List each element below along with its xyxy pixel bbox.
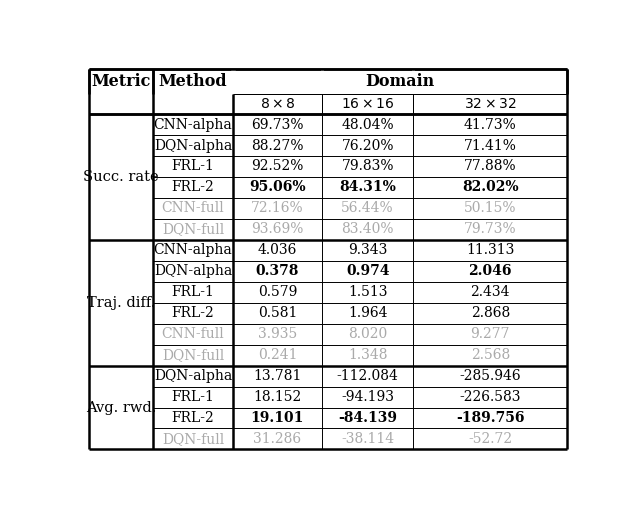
Text: 41.73%: 41.73% <box>464 117 516 131</box>
Text: 83.40%: 83.40% <box>341 222 394 236</box>
Text: DQN-alpha: DQN-alpha <box>154 369 232 383</box>
Text: 19.101: 19.101 <box>251 411 304 425</box>
Text: -84.139: -84.139 <box>338 411 397 425</box>
Text: 8.020: 8.020 <box>348 327 387 341</box>
Text: DQN-alpha: DQN-alpha <box>154 139 232 152</box>
Text: 4.036: 4.036 <box>258 243 297 258</box>
Text: DQN-full: DQN-full <box>162 222 224 236</box>
Text: 84.31%: 84.31% <box>339 181 396 194</box>
Text: 92.52%: 92.52% <box>252 160 303 173</box>
Text: 69.73%: 69.73% <box>251 117 303 131</box>
Text: 2.434: 2.434 <box>470 285 510 299</box>
Text: Metric: Metric <box>92 73 151 90</box>
Text: DQN-full: DQN-full <box>162 348 224 362</box>
Text: -112.084: -112.084 <box>337 369 399 383</box>
Text: -94.193: -94.193 <box>341 390 394 404</box>
Text: 72.16%: 72.16% <box>251 202 304 215</box>
Text: 76.20%: 76.20% <box>341 139 394 152</box>
Text: 71.41%: 71.41% <box>464 139 516 152</box>
Text: -38.114: -38.114 <box>341 432 394 446</box>
Text: Traj. diff.: Traj. diff. <box>87 295 156 310</box>
Text: Domain: Domain <box>365 73 435 90</box>
Text: 11.313: 11.313 <box>466 243 515 258</box>
Text: $8 \times 8$: $8 \times 8$ <box>259 97 295 111</box>
Text: -285.946: -285.946 <box>460 369 521 383</box>
Text: $32 \times 32$: $32 \times 32$ <box>464 97 516 111</box>
Text: FRL-1: FRL-1 <box>172 285 214 299</box>
Text: 50.15%: 50.15% <box>464 202 516 215</box>
Text: 31.286: 31.286 <box>253 432 301 446</box>
Text: 1.348: 1.348 <box>348 348 387 362</box>
Text: -189.756: -189.756 <box>456 411 524 425</box>
Text: FRL-1: FRL-1 <box>172 390 214 404</box>
Text: CNN-alpha: CNN-alpha <box>154 117 232 131</box>
Text: 1.513: 1.513 <box>348 285 387 299</box>
Text: 2.046: 2.046 <box>468 264 512 278</box>
Text: 56.44%: 56.44% <box>341 202 394 215</box>
Text: 9.343: 9.343 <box>348 243 387 258</box>
Text: $16 \times 16$: $16 \times 16$ <box>341 97 394 111</box>
Text: Avg. rwd.: Avg. rwd. <box>86 401 156 415</box>
Text: FRL-2: FRL-2 <box>172 181 214 194</box>
Text: 0.974: 0.974 <box>346 264 389 278</box>
Text: 3.935: 3.935 <box>258 327 297 341</box>
Text: -52.72: -52.72 <box>468 432 512 446</box>
Text: 77.88%: 77.88% <box>464 160 516 173</box>
Text: -226.583: -226.583 <box>460 390 521 404</box>
Text: 0.579: 0.579 <box>258 285 297 299</box>
Text: FRL-2: FRL-2 <box>172 306 214 320</box>
Text: 1.964: 1.964 <box>348 306 387 320</box>
Text: FRL-2: FRL-2 <box>172 411 214 425</box>
Text: CNN-alpha: CNN-alpha <box>154 243 232 258</box>
Text: 2.568: 2.568 <box>470 348 510 362</box>
Text: 95.06%: 95.06% <box>249 181 306 194</box>
Text: Method: Method <box>159 73 227 90</box>
Text: 88.27%: 88.27% <box>251 139 303 152</box>
Text: 18.152: 18.152 <box>253 390 301 404</box>
Text: 82.02%: 82.02% <box>462 181 518 194</box>
Text: DQN-alpha: DQN-alpha <box>154 264 232 278</box>
Text: 93.69%: 93.69% <box>252 222 303 236</box>
Text: 0.241: 0.241 <box>258 348 297 362</box>
Text: FRL-1: FRL-1 <box>172 160 214 173</box>
Text: 13.781: 13.781 <box>253 369 301 383</box>
Text: DQN-full: DQN-full <box>162 432 224 446</box>
Text: CNN-full: CNN-full <box>162 202 225 215</box>
Text: 48.04%: 48.04% <box>341 117 394 131</box>
Text: 9.277: 9.277 <box>470 327 510 341</box>
Text: Succ. rate: Succ. rate <box>83 170 159 184</box>
Text: 2.868: 2.868 <box>470 306 510 320</box>
Text: 79.83%: 79.83% <box>341 160 394 173</box>
Text: CNN-full: CNN-full <box>162 327 225 341</box>
Text: 0.378: 0.378 <box>256 264 299 278</box>
Text: 0.581: 0.581 <box>258 306 297 320</box>
Text: 79.73%: 79.73% <box>464 222 516 236</box>
